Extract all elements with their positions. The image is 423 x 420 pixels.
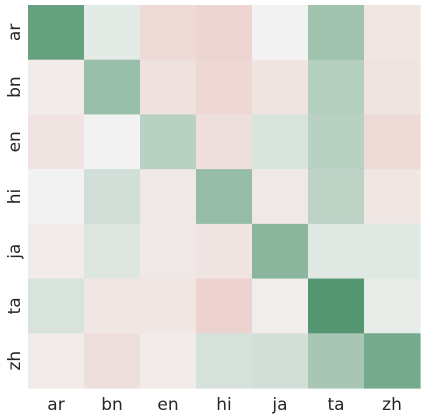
heatmap-cell-ar-ja [252,5,309,61]
heatmap-cell-ta-ta [308,278,365,334]
heatmap-cell-en-bn [84,114,141,170]
heatmap-cell-ja-ja [252,223,309,280]
heatmap-cell-zh-zh [364,333,421,389]
y-tick-label-zh: zh [5,351,25,371]
heatmap-cell-zh-bn [84,333,141,389]
heatmap-cells [28,5,421,389]
y-tick-label-ta: ta [5,297,25,314]
heatmap-cell-ar-ta [308,5,365,61]
heatmap-cell-zh-en [140,333,197,389]
heatmap-cell-en-hi [196,114,253,170]
heatmap-cell-bn-ar [28,59,85,116]
heatmap-cell-bn-ta [308,59,365,116]
y-tick-label-bn: bn [5,76,25,98]
x-tick-label-zh: zh [382,395,402,415]
heatmap-cell-en-ar [28,114,85,170]
x-tick-label-ja: ja [271,395,287,415]
heatmap-cell-en-ja [252,114,309,170]
heatmap-cell-ar-en [140,5,197,61]
y-tick-labels: ar bn en hi ja ta zh [5,24,25,371]
heatmap-cell-ta-hi [196,278,253,334]
heatmap-cell-hi-zh [364,169,421,225]
heatmap-cell-en-ta [308,114,365,170]
x-tick-label-en: en [157,395,178,415]
heatmap-cell-en-en [140,114,197,170]
heatmap-cell-en-zh [364,114,421,170]
heatmap-cell-zh-ar [28,333,85,389]
heatmap-cell-ar-zh [364,5,421,61]
x-tick-label-hi: hi [216,395,232,415]
heatmap-cell-ar-ar [28,5,85,61]
heatmap-cell-bn-zh [364,59,421,116]
heatmap-cell-ja-bn [84,223,141,280]
heatmap-cell-hi-en [140,169,197,225]
x-tick-labels: ar bn en hi ja ta zh [47,395,402,415]
heatmap-cell-ja-ar [28,223,85,280]
heatmap-cell-ta-en [140,278,197,334]
x-tick-label-ta: ta [327,395,344,415]
x-tick-label-bn: bn [101,395,123,415]
heatmap-cell-hi-ta [308,169,365,225]
heatmap-cell-zh-ta [308,333,365,389]
heatmap-cell-hi-hi [196,169,253,225]
heatmap-cell-hi-ja [252,169,309,225]
heatmap-cell-bn-bn [84,59,141,116]
heatmap-cell-bn-en [140,59,197,116]
heatmap-cell-bn-hi [196,59,253,116]
heatmap-cell-ja-ta [308,223,365,280]
y-tick-label-ja: ja [5,244,25,260]
heatmap-cell-ja-en [140,223,197,280]
heatmap-cell-ar-bn [84,5,141,61]
heatmap-cell-ta-bn [84,278,141,334]
y-tick-label-en: en [5,131,25,152]
y-tick-label-hi: hi [5,189,25,205]
heatmap-cell-hi-bn [84,169,141,225]
heatmap-cell-ta-ar [28,278,85,334]
heatmap-cell-bn-ja [252,59,309,116]
heatmap-cell-ja-hi [196,223,253,280]
heatmap-cell-ta-ja [252,278,309,334]
x-tick-label-ar: ar [47,395,64,415]
heatmap-cell-ar-hi [196,5,253,61]
heatmap-cell-ta-zh [364,278,421,334]
heatmap-cell-hi-ar [28,169,85,225]
heatmap-cell-zh-hi [196,333,253,389]
heatmap-cell-zh-ja [252,333,309,389]
y-tick-label-ar: ar [5,24,25,41]
heatmap-cell-ja-zh [364,223,421,280]
